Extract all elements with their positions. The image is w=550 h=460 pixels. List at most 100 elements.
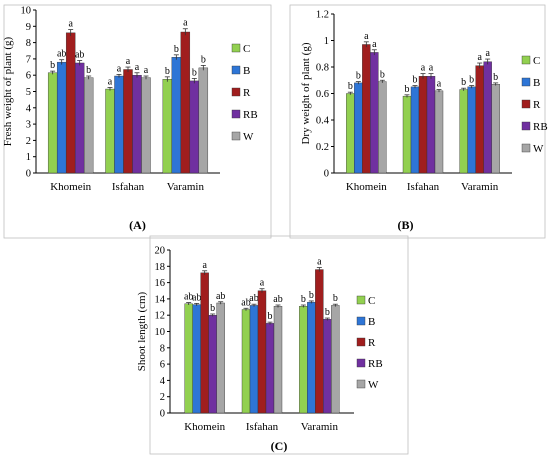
significance-letter: ab [273, 294, 282, 305]
x-tick-label: Isfahan [407, 181, 440, 193]
legend-swatch-B [521, 77, 531, 87]
bar-R-Varamin [180, 31, 191, 174]
legend-swatch-B [356, 316, 366, 326]
y-tick-label: 1 [26, 152, 31, 163]
legend-swatch-B [231, 65, 241, 75]
bar-RB-Isfahan [132, 74, 142, 174]
y-tick-label: 2 [26, 136, 31, 147]
bar-W-Khomein [216, 302, 225, 414]
bar-W-Isfahan [434, 90, 444, 174]
bar-RB-Varamin [483, 61, 492, 174]
bar-C-Khomein [184, 303, 193, 414]
x-tick-label: Isfahan [246, 421, 279, 433]
significance-letter: b [268, 311, 273, 322]
bar-C-Isfahan [241, 309, 251, 414]
y-tick-label: 12 [155, 311, 166, 322]
bar-B-Khomein [56, 61, 67, 174]
legend-label: R [533, 99, 541, 111]
significance-letter: b [461, 77, 466, 88]
significance-letter: b [405, 84, 410, 95]
bar-C-Khomein [346, 93, 355, 174]
x-tick-label: Varamin [461, 181, 499, 193]
legend-label: W [368, 379, 379, 391]
x-tick-label: Varamin [167, 181, 205, 193]
significance-letter: b [301, 294, 306, 305]
legend-swatch-W [521, 143, 531, 153]
significance-letter: a [202, 260, 207, 271]
bar-R-Khomein [65, 32, 76, 174]
y-tick-label: 10 [21, 6, 32, 17]
bar-W-Khomein [378, 81, 387, 174]
y-tick-label: 8 [160, 343, 165, 354]
y-axis-label: Dry weight of plant (g) [300, 42, 312, 144]
bar-B-Isfahan [249, 305, 259, 414]
legend-label: W [533, 143, 544, 155]
bar-W-Khomein [83, 77, 94, 174]
significance-letter: a [68, 19, 73, 30]
y-tick-label: 1 [324, 36, 329, 47]
legend-swatch-C [356, 295, 366, 305]
legend-swatch-W [231, 131, 241, 141]
bar-RB-Khomein [74, 62, 85, 174]
significance-letter: a [437, 79, 442, 90]
y-tick-label: 0.6 [316, 89, 329, 100]
y-axis-label: Fresh weight of plant (g) [2, 36, 14, 146]
bar-RB-Khomein [208, 315, 217, 414]
y-tick-label: 10 [155, 327, 166, 338]
bar-W-Varamin [491, 84, 500, 174]
significance-letter: a [117, 63, 122, 74]
bar-RB-Varamin [323, 319, 332, 414]
legend-label: W [243, 131, 254, 143]
significance-letter: ab [184, 292, 193, 303]
significance-letter: a [429, 63, 434, 74]
bar-B-Varamin [307, 301, 316, 414]
significance-letter: a [317, 257, 322, 268]
panel-label: (C) [271, 439, 288, 453]
bar-RB-Khomein [370, 52, 379, 174]
bar-RB-Isfahan [426, 76, 436, 174]
y-tick-label: 4 [26, 103, 32, 114]
y-tick-label: 0 [26, 169, 31, 180]
y-tick-label: 14 [155, 294, 166, 305]
legend-swatch-RB [521, 121, 531, 131]
significance-letter: ab [216, 291, 225, 302]
bar-R-Khomein [362, 44, 371, 174]
legend-label: R [368, 337, 376, 349]
bar-C-Khomein [47, 72, 58, 174]
panel-label: (B) [398, 218, 414, 232]
x-tick-label: Khomein [50, 181, 91, 193]
significance-letter: b [493, 72, 498, 83]
y-tick-label: 0.2 [316, 142, 329, 153]
y-tick-label: 0.8 [316, 63, 329, 74]
significance-letter: b [201, 54, 206, 65]
legend-label: R [243, 87, 251, 99]
legend-label: C [368, 295, 375, 307]
y-tick-label: 0.4 [316, 116, 330, 127]
significance-letter: ab [241, 297, 250, 308]
significance-letter: a [260, 278, 265, 289]
legend-swatch-W [356, 379, 366, 389]
legend-swatch-RB [356, 358, 366, 368]
significance-letter: a [108, 76, 113, 87]
significance-letter: a [421, 63, 426, 74]
panel-label: (A) [129, 218, 146, 232]
y-tick-label: 16 [155, 278, 166, 289]
chart-panel-2: 0 0.2 0.4 0.6 0.8 1 1.2 Dry weight of plant (g)… [289, 4, 548, 239]
y-tick-label: 2 [160, 392, 165, 403]
bar-C-Isfahan [105, 88, 115, 174]
significance-letter: b [210, 303, 215, 314]
significance-letter: b [413, 75, 418, 86]
significance-letter: b [325, 307, 330, 318]
bar-R-Isfahan [418, 76, 428, 174]
significance-letter: b [469, 75, 474, 86]
bar-W-Isfahan [141, 77, 151, 174]
legend-swatch-RB [231, 109, 241, 119]
chart-frame [3, 4, 272, 239]
y-tick-label: 4 [160, 376, 166, 387]
bar-R-Khomein [200, 272, 209, 414]
y-tick-label: 6 [26, 71, 31, 82]
legend-swatch-C [231, 43, 241, 53]
significance-letter: b [86, 65, 91, 76]
significance-letter: a [372, 39, 377, 50]
